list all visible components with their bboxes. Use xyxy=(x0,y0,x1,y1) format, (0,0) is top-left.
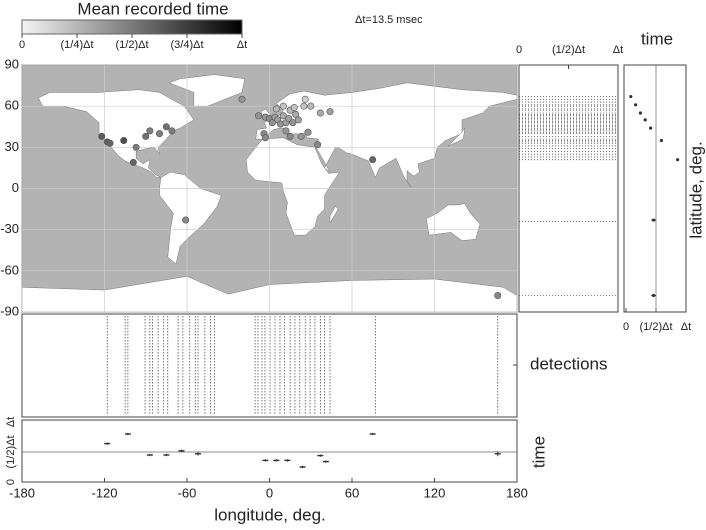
point xyxy=(643,118,647,122)
x-tick-label: 0 xyxy=(266,485,273,500)
station xyxy=(494,292,502,300)
panel-frame xyxy=(21,313,518,418)
y-tick-label: -60 xyxy=(0,262,19,277)
y-axis-label: latitude, deg. xyxy=(686,141,705,238)
tick-label: (3/4)Δt xyxy=(170,39,203,51)
tick-label: 0 xyxy=(19,39,25,51)
station xyxy=(120,136,128,144)
point xyxy=(638,111,643,115)
y-tick-label: 30 xyxy=(5,139,19,154)
x-tick-label: (1/2)Δt xyxy=(552,44,585,56)
continent xyxy=(329,205,339,224)
station xyxy=(129,158,137,166)
station xyxy=(268,119,276,127)
y-axis-label: time xyxy=(529,436,548,468)
panel-frame xyxy=(623,64,687,313)
x-axis-label: time xyxy=(641,29,673,48)
x-tick-label: 0 xyxy=(623,321,629,333)
station xyxy=(294,116,302,124)
station xyxy=(132,143,140,151)
tick-label: Δt xyxy=(237,39,247,51)
y-tick-label: -30 xyxy=(0,221,19,236)
x-tick-label: 180 xyxy=(506,485,528,500)
station xyxy=(290,104,298,112)
point xyxy=(629,94,633,99)
annotation: Δt=13.5 msec xyxy=(355,14,423,26)
station xyxy=(292,110,300,118)
station xyxy=(307,102,315,110)
x-axis-label: longitude, deg. xyxy=(214,505,326,524)
station xyxy=(168,127,176,135)
station xyxy=(106,139,114,147)
station xyxy=(304,128,312,136)
colorbar xyxy=(21,19,243,35)
x-tick-label: 120 xyxy=(424,485,446,500)
y-tick-label: 0 xyxy=(5,479,17,485)
station xyxy=(272,105,280,113)
continent xyxy=(448,127,466,147)
point xyxy=(676,158,680,162)
x-tick-label: Δt xyxy=(613,44,623,56)
station xyxy=(297,132,305,140)
x-tick-label: -180 xyxy=(9,485,35,500)
y-tick-label: 0 xyxy=(12,180,19,195)
station xyxy=(261,134,269,142)
panel-frame xyxy=(21,419,518,483)
point xyxy=(659,138,664,143)
point xyxy=(652,293,656,298)
x-tick-label: -60 xyxy=(178,485,197,500)
station xyxy=(279,102,287,110)
station xyxy=(326,108,334,116)
y-tick-label: 60 xyxy=(5,98,19,113)
station xyxy=(182,216,190,224)
tick-label: (1/4)Δt xyxy=(60,39,93,51)
station xyxy=(142,132,150,140)
y-tick-label: Δt xyxy=(5,417,17,427)
continent xyxy=(159,171,222,265)
tick-label: (1/2)Δt xyxy=(115,39,148,51)
x-tick-label: 60 xyxy=(345,485,359,500)
station xyxy=(238,95,246,103)
station xyxy=(279,112,287,120)
continent xyxy=(168,74,246,107)
station xyxy=(286,132,294,140)
y-tick-label: -90 xyxy=(0,303,19,318)
x-tick-label: Δt xyxy=(681,321,691,333)
station xyxy=(156,130,164,138)
station xyxy=(316,109,324,117)
station xyxy=(289,119,297,127)
colorbar-title: Mean recorded time xyxy=(77,0,228,18)
station xyxy=(282,127,290,135)
station xyxy=(301,95,309,103)
station xyxy=(146,127,154,135)
y-axis-label: detections xyxy=(530,354,608,373)
y-tick-label: (1/2)Δt xyxy=(5,435,17,468)
point xyxy=(652,218,656,222)
station xyxy=(162,123,170,131)
station xyxy=(314,141,322,149)
point xyxy=(649,126,653,130)
station xyxy=(369,156,377,164)
station xyxy=(300,102,308,110)
x-tick-label: -120 xyxy=(91,485,117,500)
station xyxy=(255,112,263,120)
point xyxy=(634,103,638,107)
station xyxy=(285,115,293,123)
x-tick-label: (1/2)Δt xyxy=(639,321,672,333)
y-tick-label: 90 xyxy=(5,56,19,71)
continent xyxy=(425,203,481,241)
x-tick-label: 0 xyxy=(516,44,522,56)
station xyxy=(98,132,106,140)
